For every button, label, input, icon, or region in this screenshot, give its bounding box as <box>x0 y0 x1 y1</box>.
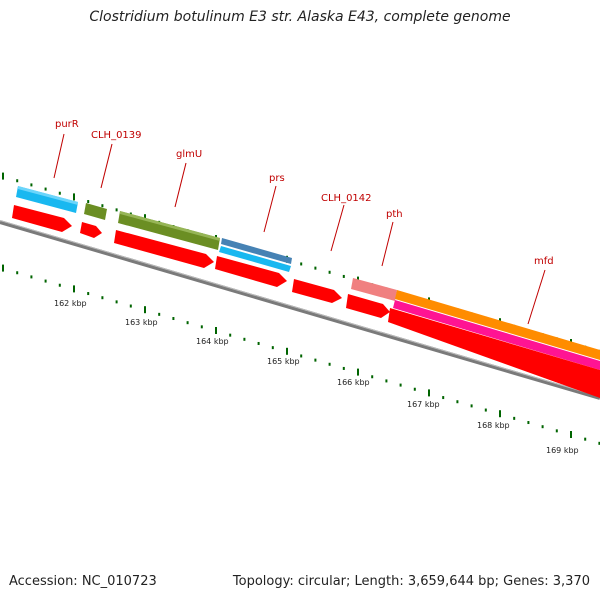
outer-tick <box>342 274 345 278</box>
kbp-tick <box>300 354 303 358</box>
kbp-tick-row <box>2 264 600 445</box>
kbp-tick <box>314 358 317 362</box>
cds-arrow-3[interactable] <box>114 230 214 268</box>
kbp-tick <box>598 441 600 445</box>
kbp-label-169: 169 kbp <box>546 446 579 455</box>
gene-labels: purR CLH_0139 glmU prs CLH_0142 pth mfd <box>55 119 554 267</box>
kbp-label-165: 165 kbp <box>267 357 300 366</box>
outer-tick <box>314 266 317 270</box>
outer-tick <box>30 183 33 187</box>
outer-tick <box>101 204 104 208</box>
kbp-tick <box>428 389 430 397</box>
kbp-tick <box>200 325 203 329</box>
kbp-tick <box>129 304 132 308</box>
kbp-tick <box>357 368 359 376</box>
map-title: Clostridium botulinum E3 str. Alaska E43… <box>89 9 511 25</box>
gene-mfd-bar-orange[interactable] <box>395 290 600 360</box>
kbp-tick <box>513 416 516 420</box>
gene-label-mfd[interactable]: mfd <box>534 256 554 267</box>
gene-prs-bar-2[interactable] <box>219 246 291 272</box>
kbp-tick <box>144 306 146 314</box>
gene-label-CLH_0139[interactable]: CLH_0139 <box>91 130 142 141</box>
kbp-tick <box>30 275 33 279</box>
kbp-tick <box>456 400 459 404</box>
outer-tick <box>300 262 303 266</box>
genome-backbone <box>0 220 600 400</box>
gene-label-pth[interactable]: pth <box>386 209 403 220</box>
outer-tick <box>73 193 75 201</box>
kbp-tick <box>555 429 558 433</box>
kbp-labels: 162 kbp 163 kbp 164 kbp 165 kbp 166 kbp … <box>54 299 579 455</box>
gene-CLH_0139-bar[interactable] <box>84 203 107 220</box>
kbp-tick <box>172 317 175 321</box>
gene-prs-bar[interactable] <box>221 238 292 264</box>
outer-tick <box>16 179 19 183</box>
kbp-tick <box>342 366 345 370</box>
outer-tick <box>44 187 47 191</box>
gene-label-prs[interactable]: prs <box>269 173 285 184</box>
kbp-tick <box>442 396 445 400</box>
cds-arrows <box>12 205 600 398</box>
outer-tick <box>328 270 331 274</box>
kbp-label-163: 163 kbp <box>125 318 158 327</box>
accession-text: Accession: NC_010723 <box>9 574 157 589</box>
kbp-tick <box>2 264 4 272</box>
outer-tick <box>87 200 90 204</box>
kbp-tick <box>541 425 544 429</box>
cds-arrow-1[interactable] <box>12 205 72 232</box>
kbp-tick <box>115 300 118 304</box>
kbp-tick <box>484 408 487 412</box>
kbp-tick <box>73 285 75 293</box>
kbp-tick <box>413 387 416 391</box>
kbp-tick <box>371 375 374 379</box>
outer-tick <box>2 172 4 180</box>
kbp-tick <box>87 292 90 296</box>
kbp-tick <box>158 312 161 316</box>
outer-tick <box>115 208 118 212</box>
gene-label-leaders <box>53 133 546 325</box>
kbp-tick <box>44 279 47 283</box>
kbp-label-168: 168 kbp <box>477 421 510 430</box>
kbp-tick <box>229 333 232 337</box>
gene-label-glmU[interactable]: glmU <box>176 149 202 160</box>
cds-arrow-2[interactable] <box>80 222 102 238</box>
kbp-tick <box>499 410 501 418</box>
outer-tick <box>144 214 146 222</box>
kbp-tick <box>570 431 572 439</box>
kbp-tick <box>527 421 530 425</box>
gene-label-purR[interactable]: purR <box>55 119 79 130</box>
gene-purR-bar[interactable] <box>16 186 78 213</box>
kbp-label-164: 164 kbp <box>196 337 229 346</box>
gene-label-CLH_0142[interactable]: CLH_0142 <box>321 193 372 204</box>
kbp-tick <box>101 296 104 300</box>
kbp-tick <box>257 341 260 345</box>
kbp-tick <box>186 321 189 325</box>
kbp-tick <box>584 437 587 441</box>
cds-arrow-5[interactable] <box>292 279 342 303</box>
outer-tick <box>58 191 61 195</box>
gene-mfd-bar-magenta[interactable] <box>393 300 600 370</box>
kbp-tick <box>215 326 217 334</box>
kbp-tick <box>385 379 388 383</box>
kbp-tick <box>328 362 331 366</box>
kbp-label-167: 167 kbp <box>407 400 440 409</box>
kbp-tick <box>58 283 61 287</box>
gene-pth-bar[interactable] <box>351 278 397 301</box>
kbp-label-162: 162 kbp <box>54 299 87 308</box>
genome-stats-text: Topology: circular; Length: 3,659,644 bp… <box>232 574 590 589</box>
gene-glmU-bar[interactable] <box>118 211 220 250</box>
kbp-tick <box>16 271 19 275</box>
kbp-tick <box>286 347 288 355</box>
kbp-tick <box>271 346 274 350</box>
cds-arrow-7[interactable] <box>388 308 600 398</box>
upper-strand-features <box>16 186 600 370</box>
cds-arrow-6[interactable] <box>346 294 390 318</box>
kbp-tick <box>470 404 473 408</box>
kbp-tick <box>399 383 402 387</box>
cds-arrow-4[interactable] <box>215 256 287 287</box>
kbp-tick <box>243 337 246 341</box>
kbp-label-166: 166 kbp <box>337 378 370 387</box>
